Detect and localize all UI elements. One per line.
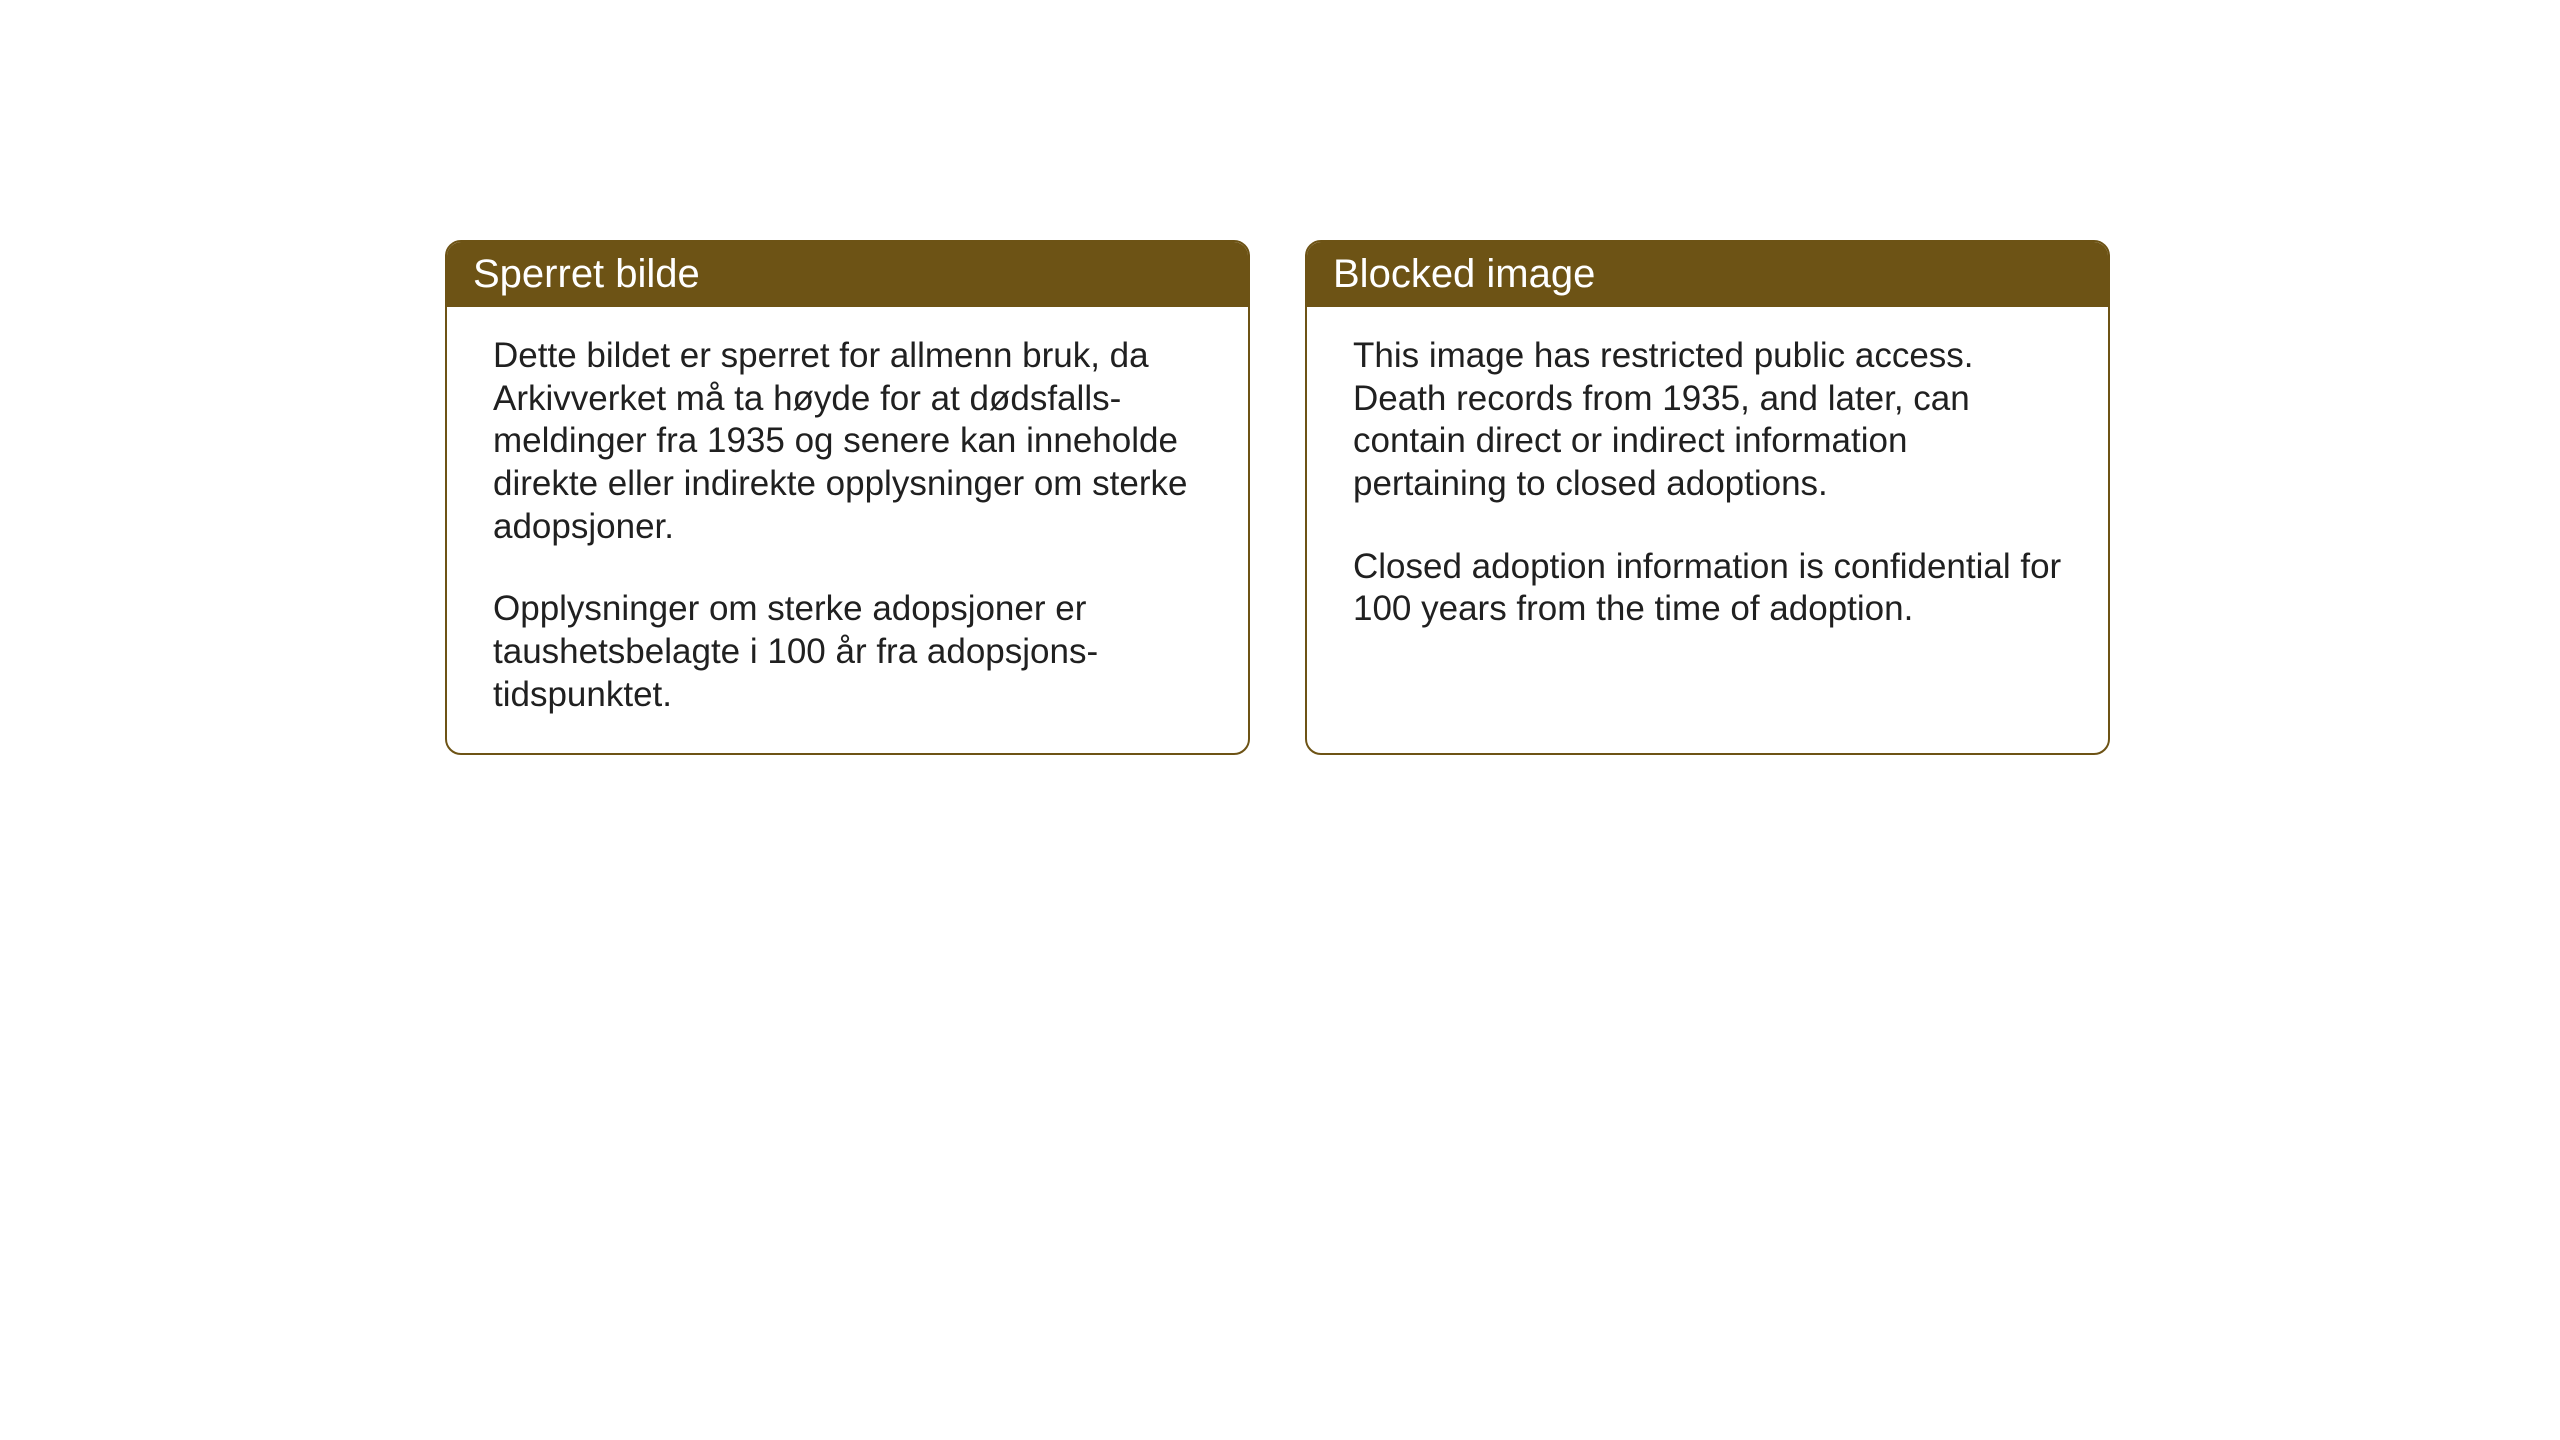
english-paragraph-1: This image has restricted public access.…	[1353, 335, 2062, 506]
english-card-body: This image has restricted public access.…	[1307, 307, 2108, 747]
norwegian-card-body: Dette bildet er sperret for allmenn bruk…	[447, 307, 1248, 753]
norwegian-notice-card: Sperret bilde Dette bildet er sperret fo…	[445, 240, 1250, 755]
notice-container: Sperret bilde Dette bildet er sperret fo…	[445, 240, 2110, 755]
english-card-title: Blocked image	[1307, 242, 2108, 307]
norwegian-paragraph-2: Opplysninger om sterke adopsjoner er tau…	[493, 588, 1202, 716]
norwegian-card-title: Sperret bilde	[447, 242, 1248, 307]
norwegian-paragraph-1: Dette bildet er sperret for allmenn bruk…	[493, 335, 1202, 548]
english-paragraph-2: Closed adoption information is confident…	[1353, 546, 2062, 631]
english-notice-card: Blocked image This image has restricted …	[1305, 240, 2110, 755]
